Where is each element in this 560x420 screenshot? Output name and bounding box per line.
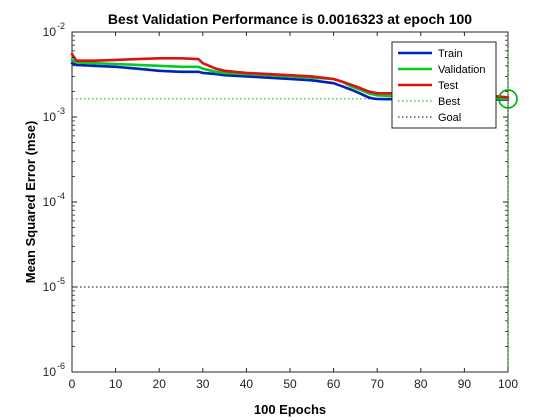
y-tick-exponent: -5 [57,276,65,286]
legend-label-best: Best [438,96,460,108]
y-tick-label: 10 [43,110,57,124]
y-tick-label: 10 [43,280,57,294]
x-tick-label: 40 [240,377,254,391]
x-tick-label: 10 [109,377,123,391]
x-tick-label: 60 [327,377,341,391]
x-tick-label: 30 [196,377,210,391]
y-tick-exponent: -2 [57,21,65,31]
y-tick-exponent: -3 [57,106,65,116]
x-tick-label: 90 [458,377,472,391]
legend-label-test: Test [438,80,458,92]
legend-label-train: Train [438,48,463,60]
y-tick-label: 10 [43,195,57,209]
x-tick-label: 70 [371,377,385,391]
y-tick-exponent: -6 [57,361,65,371]
legend-label-goal: Goal [438,112,461,124]
x-tick-label: 100 [498,377,518,391]
x-tick-label: 20 [153,377,167,391]
x-tick-label: 50 [283,377,297,391]
y-tick-label: 10 [43,25,57,39]
x-axis-label: 100 Epochs [254,402,326,417]
chart-title: Best Validation Performance is 0.0016323… [108,11,472,27]
legend: Train Validation Test Best Goal [392,42,496,128]
legend-label-validation: Validation [438,64,486,76]
y-axis-label: Mean Squared Error (mse) [23,121,38,284]
y-tick-exponent: -4 [57,191,65,201]
x-tick-label: 0 [69,377,76,391]
x-tick-label: 80 [414,377,428,391]
y-tick-label: 10 [43,365,57,379]
